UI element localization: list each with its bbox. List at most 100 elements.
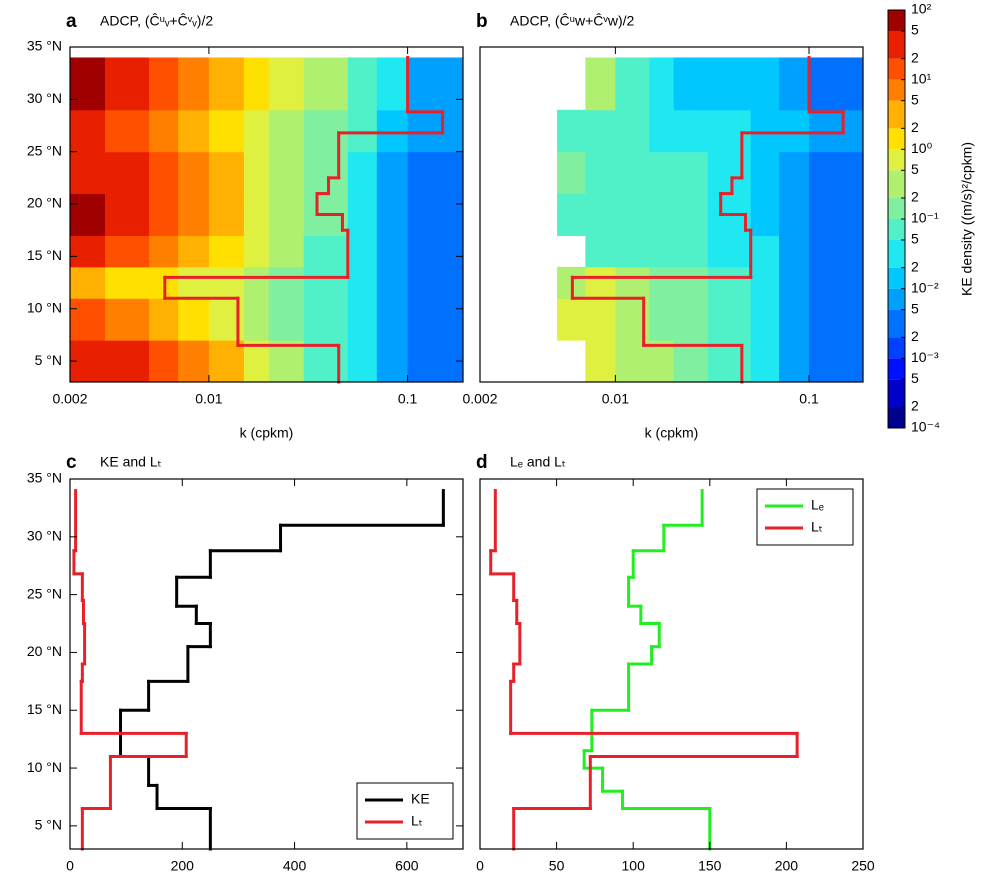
y-tick-label: 20 °N: [27, 195, 62, 211]
contour-cell: [347, 266, 378, 299]
contour-cell: [208, 340, 245, 383]
contour-cell: [243, 235, 270, 268]
contour-cell: [750, 151, 780, 195]
contour-cell: [208, 109, 245, 153]
legend-label: Lₑ: [811, 497, 824, 513]
contour-cell: [178, 193, 210, 236]
x-tick-label: 100: [622, 858, 646, 874]
contour-cell: [673, 57, 709, 111]
colorbar-tick-label: 2: [911, 328, 919, 344]
y-tick-label: 5 °N: [35, 352, 62, 368]
contour-cell: [585, 340, 616, 383]
contour-cell: [376, 193, 409, 236]
contour-cell: [615, 57, 650, 111]
contour-cell: [585, 109, 616, 153]
colorbar-tick-label: 5: [911, 300, 919, 316]
contour-cell: [615, 266, 650, 299]
colorbar-bin: [888, 407, 905, 428]
contour-cell: [750, 57, 780, 111]
colorbar-tick-label: 10²: [911, 1, 932, 17]
contour-cell: [649, 193, 675, 236]
contour-cell: [707, 298, 752, 341]
contour-cell: [149, 109, 179, 153]
contour-cell: [750, 235, 780, 268]
contour-cell: [70, 193, 106, 236]
contour-cell: [243, 109, 270, 153]
contour-cell: [407, 193, 464, 236]
contour-cell: [750, 109, 780, 153]
contour-cell: [208, 57, 245, 111]
colorbar-bin: [888, 267, 905, 289]
x-tick-label: 0.1: [799, 391, 819, 407]
contour-cell: [104, 57, 150, 111]
contour-cell: [376, 340, 409, 383]
contour-cell: [268, 109, 305, 153]
panel-label: c: [66, 452, 77, 473]
contour-cell: [268, 151, 305, 195]
contour-cell: [649, 235, 675, 268]
contour-cell: [673, 340, 709, 383]
panel-title: KE and Lₜ: [100, 454, 162, 470]
contour-cell: [70, 109, 106, 153]
colorbar-bin: [888, 79, 905, 101]
contour-cell: [70, 151, 106, 195]
panel-title: Lₑ and Lₜ: [510, 454, 566, 470]
legend-label: Lₜ: [811, 519, 823, 535]
contour-cell: [376, 298, 409, 341]
contour-cell: [243, 298, 270, 341]
contour-cell: [178, 266, 210, 299]
colorbar-bin: [888, 288, 905, 310]
contour-cell: [149, 298, 179, 341]
contour-cell: [779, 193, 810, 236]
x-tick-label: 0: [66, 858, 74, 874]
plot-frame: [69, 46, 464, 383]
panel-title: ADCP, (Ĉᵘw+Ĉᵛw)/2: [510, 13, 635, 29]
contour-cell: [376, 151, 409, 195]
contour-cell: [585, 193, 616, 236]
contour-cell: [70, 266, 106, 299]
legend-label: KE: [411, 791, 430, 807]
contour-cell: [268, 235, 305, 268]
contour-cell: [557, 151, 586, 195]
y-tick-label: 30 °N: [27, 90, 62, 106]
panel-label: b: [476, 11, 488, 32]
colorbar-bin: [888, 379, 905, 408]
colorbar-tick-label: 2: [911, 119, 919, 135]
panel-title: ADCP, (Ĉᵘᵥ+Ĉᵛᵥ)/2: [100, 13, 213, 29]
colorbar-bin: [888, 337, 905, 359]
colorbar-tick-label: 10⁰: [911, 140, 933, 156]
contour-cell: [809, 266, 864, 299]
contour-cell: [104, 235, 150, 268]
x-tick-label: 250: [851, 858, 875, 874]
contour-cell: [347, 235, 378, 268]
contour-cell: [376, 109, 409, 153]
contour-cell: [585, 266, 616, 299]
contour-cell: [779, 340, 810, 383]
contour-cell: [178, 57, 210, 111]
contour-cell: [178, 109, 210, 153]
x-tick-label: 0: [476, 858, 484, 874]
contour-cell: [347, 109, 378, 153]
colorbar-bin: [888, 58, 905, 80]
panel-label: d: [476, 452, 488, 473]
panel-label: a: [66, 11, 77, 32]
contour-cell: [178, 298, 210, 341]
plot-frame: [69, 478, 464, 850]
colorbar-tick-label: 2: [911, 398, 919, 414]
contour-cell: [707, 57, 752, 111]
contour-cell: [809, 109, 864, 153]
contour-cell: [750, 193, 780, 236]
contour-cell: [615, 340, 650, 383]
contour-cell: [303, 57, 349, 111]
contour-cell: [268, 193, 305, 236]
y-tick-label: 35 °N: [27, 470, 62, 486]
contour-cell: [673, 193, 709, 236]
contour-cell: [407, 266, 464, 299]
y-tick-label: 25 °N: [27, 585, 62, 601]
contour-cell: [809, 298, 864, 341]
contour-cell: [376, 57, 409, 111]
contour-cell: [809, 235, 864, 268]
contour-cell: [268, 340, 305, 383]
contour-cell: [208, 235, 245, 268]
contour-cell: [585, 298, 616, 341]
